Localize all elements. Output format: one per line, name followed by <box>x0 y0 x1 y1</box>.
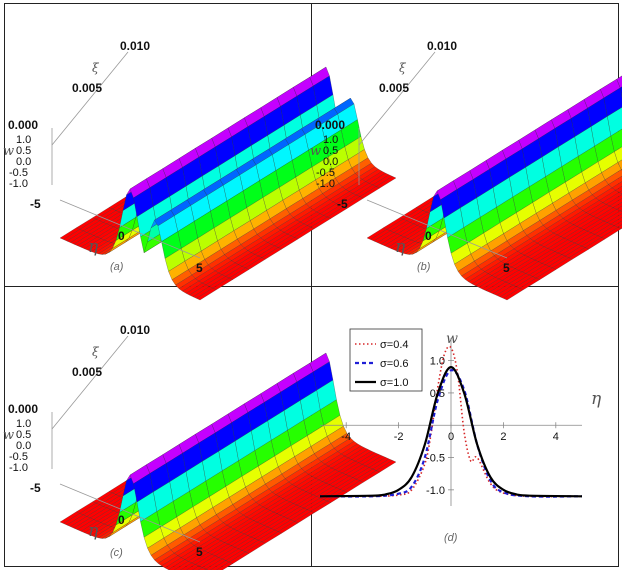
legend-label: σ=1.0 <box>380 377 409 389</box>
eta-tick-label: 0 <box>118 229 125 243</box>
eta-axis-label: η <box>395 237 406 257</box>
w-tick-label: 1.0 <box>16 418 31 430</box>
xi-tick-label: 0.000 <box>8 118 38 132</box>
legend-box <box>349 328 423 392</box>
panel-caption: (a) <box>110 261 124 273</box>
w-tick-label: -0.5 <box>316 167 335 179</box>
surface-plot <box>59 66 397 301</box>
xi-tick-label: 0.000 <box>8 402 38 416</box>
eta-tick-label: -5 <box>30 197 41 211</box>
xi-tick-label: 0.010 <box>120 39 150 53</box>
eta-tick-label: 5 <box>196 545 203 559</box>
xi-tick-label: 0.000 <box>315 118 345 132</box>
eta-tick-label: 5 <box>196 261 203 275</box>
w-tick-label: 0.5 <box>16 429 31 441</box>
x-axis-label: η <box>591 389 602 409</box>
xi-axis-label: ξ <box>92 345 100 359</box>
eta-axis-line <box>59 483 201 543</box>
x-tick-label: -2 <box>394 431 404 443</box>
x-tick-label: 2 <box>500 431 506 443</box>
legend-label: σ=0.4 <box>380 339 409 351</box>
series-line-2 <box>319 369 583 498</box>
x-tick-label: 4 <box>553 431 559 443</box>
xi-tick-label: 0.005 <box>379 81 409 95</box>
panel-caption: (d) <box>444 532 458 544</box>
eta-tick-label: -5 <box>337 197 348 211</box>
xi-axis-line <box>358 51 436 146</box>
panel-b: 0.010 0.005 0.000 ξ 1.0 0.5 0.0 -0.5 -1.… <box>310 39 622 301</box>
x-tick-label: 0 <box>448 431 454 443</box>
eta-axis-label: η <box>88 521 99 541</box>
panel-caption: (b) <box>417 261 431 273</box>
xi-axis-label: ξ <box>399 61 407 75</box>
y-tick-label: -0.5 <box>426 453 445 465</box>
eta-tick-label: -5 <box>30 481 41 495</box>
xi-axis-label: ξ <box>92 61 100 75</box>
w-tick-label: 1.0 <box>323 134 338 146</box>
legend: σ=0.4 σ=0.6 σ=1.0 <box>349 328 423 392</box>
eta-tick-label: 0 <box>425 229 432 243</box>
surface-plot <box>366 75 622 301</box>
series-line-3 <box>319 365 583 498</box>
panel-c: 0.010 0.005 0.000 ξ 1.0 0.5 0.0 -0.5 -1.… <box>3 323 397 570</box>
xi-axis-line <box>51 51 129 146</box>
x-tick-label: -4 <box>341 431 351 443</box>
y-tick-label: 1.0 <box>430 356 445 368</box>
legend-label: σ=0.6 <box>380 358 409 370</box>
w-tick-label: 0.0 <box>16 440 31 452</box>
w-tick-label: -0.5 <box>9 167 28 179</box>
surface-plot <box>59 352 397 570</box>
w-tick-label: 0.5 <box>16 145 31 157</box>
panel-caption: (c) <box>110 547 123 559</box>
y-tick-label: -1.0 <box>426 485 445 497</box>
w-axis-label: w <box>3 428 14 443</box>
surface-patch <box>503 288 524 301</box>
w-tick-label: -1.0 <box>9 178 28 190</box>
series-line-1 <box>319 345 583 498</box>
w-tick-label: -0.5 <box>9 451 28 463</box>
w-tick-label: -1.0 <box>9 462 28 474</box>
eta-axis-line <box>366 199 508 259</box>
w-tick-label: 0.0 <box>16 156 31 168</box>
y-axis-label: w <box>446 331 458 347</box>
surface-patch <box>216 561 233 570</box>
eta-tick-label: 5 <box>503 261 510 275</box>
panel-a: 0.010 0.005 0.000 ξ 1.0 0.0 -0.5 -1.0 0.… <box>3 39 397 301</box>
series-lines <box>319 345 583 498</box>
panel-d-line-chart: -4 -2 0 2 41.00.5-0.5-1.0 σ=0.4σ=0.6σ=1.0 w … <box>319 328 602 544</box>
w-tick-label: 0.0 <box>323 156 338 168</box>
w-tick-label: 0.5 <box>323 145 338 157</box>
w-tick-label: -1.0 <box>316 178 335 190</box>
eta-axis-line <box>59 199 201 259</box>
w-tick-label: 1.0 <box>16 134 31 146</box>
xi-tick-label: 0.005 <box>72 81 102 95</box>
w-axis-label: w <box>310 144 321 159</box>
surface-patch <box>196 288 217 301</box>
eta-axis-label: η <box>88 237 99 257</box>
eta-tick-label: 0 <box>118 513 125 527</box>
w-axis-label: w <box>3 144 14 159</box>
xi-tick-label: 0.010 <box>120 323 150 337</box>
xi-axis-line <box>51 335 129 430</box>
xi-tick-label: 0.005 <box>72 365 102 379</box>
xi-tick-label: 0.010 <box>427 39 457 53</box>
